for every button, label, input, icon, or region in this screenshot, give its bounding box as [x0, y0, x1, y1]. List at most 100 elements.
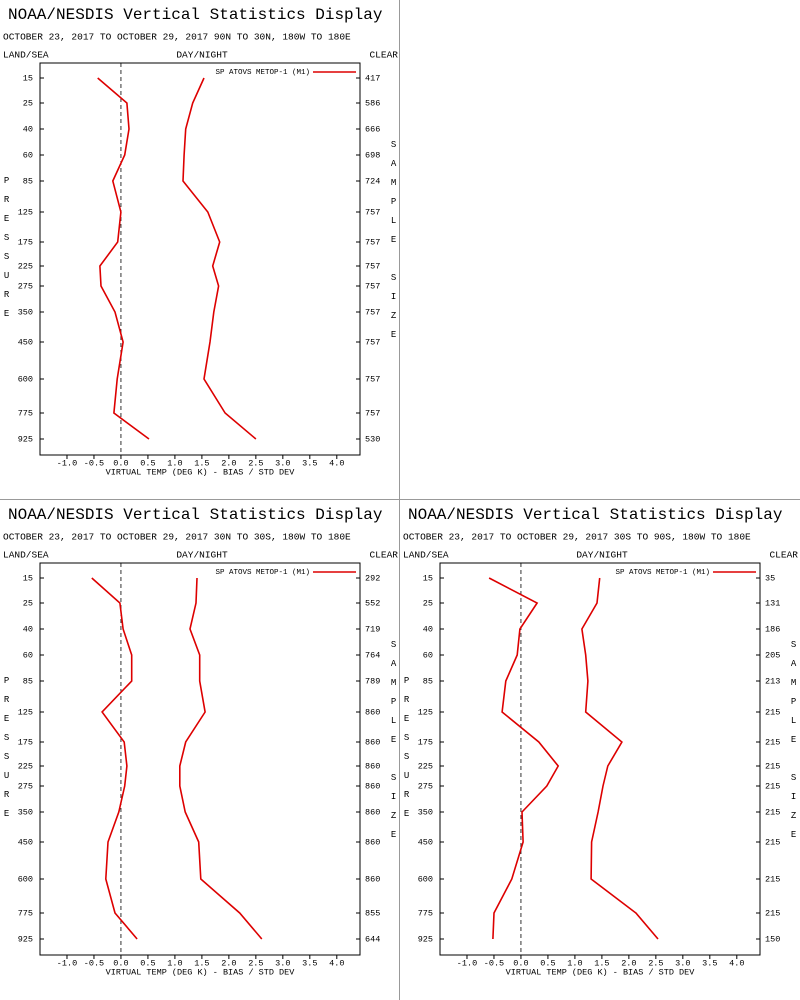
day-night-label: DAY/NIGHT: [176, 550, 228, 561]
bias-line: [91, 577, 138, 940]
x-tick-label: 4.0: [329, 958, 344, 968]
y-tick-label: 85: [23, 676, 33, 686]
x-tick-label: 0.0: [113, 458, 128, 468]
y2-axis-title: SAMPLE SIZE: [389, 140, 399, 349]
y-tick-label: 275: [418, 781, 433, 791]
land-sea-label: LAND/SEA: [3, 50, 49, 61]
x-tick-label: 3.0: [675, 958, 690, 968]
x-tick-label: 3.0: [275, 958, 290, 968]
y-tick-label: 175: [18, 237, 33, 247]
x-tick-label: -1.0: [457, 958, 477, 968]
x-tick-label: 0.0: [513, 958, 528, 968]
sample-size-label: 215: [765, 781, 780, 791]
sample-size-label: 552: [365, 598, 380, 608]
sample-size-label: 860: [365, 707, 380, 717]
std-dev-line: [179, 577, 263, 940]
y-tick-label: 60: [23, 150, 33, 160]
y-tick-label: 225: [18, 761, 33, 771]
y-axis-title: PRESSURE: [402, 676, 412, 828]
plot-frame: [39, 62, 361, 456]
x-tick-label: -0.5: [84, 458, 104, 468]
y-axis-title: PRESSURE: [2, 176, 12, 328]
sample-size-label: 855: [365, 908, 380, 918]
y-tick-label: 350: [18, 307, 33, 317]
x-tick-label: 0.0: [113, 958, 128, 968]
y-tick-label: 25: [423, 598, 433, 608]
sample-size-label: 292: [365, 573, 380, 583]
sample-size-label: 35: [765, 573, 775, 583]
legend-label: SP ATOVS METOP-1 (M1): [215, 69, 310, 77]
y-tick-label: 125: [18, 207, 33, 217]
sample-size-label: 757: [365, 408, 380, 418]
sample-size-label: 764: [365, 650, 380, 660]
x-tick-label: 1.5: [594, 958, 609, 968]
y-tick-label: 60: [423, 650, 433, 660]
y-tick-label: 60: [23, 650, 33, 660]
sample-size-label: 698: [365, 150, 380, 160]
y-tick-label: 40: [23, 124, 33, 134]
y-tick-label: 125: [418, 707, 433, 717]
y-tick-label: 450: [418, 837, 433, 847]
x-tick-label: 4.0: [329, 458, 344, 468]
clear-label: CLEAR: [369, 50, 398, 61]
sample-size-label: 666: [365, 124, 380, 134]
day-night-label: DAY/NIGHT: [576, 550, 628, 561]
x-tick-label: 1.0: [167, 458, 182, 468]
panel-subtitle: OCTOBER 23, 2017 TO OCTOBER 29, 2017 30S…: [403, 532, 751, 543]
bias-line: [97, 77, 150, 440]
y-tick-label: 600: [18, 374, 33, 384]
x-tick-label: 3.5: [302, 458, 317, 468]
y-tick-label: 925: [18, 434, 33, 444]
x-tick-label: 1.5: [194, 458, 209, 468]
y-tick-label: 15: [23, 73, 33, 83]
y-tick-label: 350: [18, 807, 33, 817]
sample-size-label: 724: [365, 176, 380, 186]
y-tick-label: 450: [18, 337, 33, 347]
sample-size-label: 205: [765, 650, 780, 660]
y-tick-label: 125: [18, 707, 33, 717]
sample-size-label: 860: [365, 781, 380, 791]
y-tick-label: 775: [18, 408, 33, 418]
y-tick-label: 225: [18, 261, 33, 271]
x-tick-label: 2.0: [221, 958, 236, 968]
y-tick-label: 175: [18, 737, 33, 747]
sample-size-label: 215: [765, 737, 780, 747]
x-tick-label: 1.0: [567, 958, 582, 968]
sample-size-label: 757: [365, 374, 380, 384]
y-tick-label: 775: [418, 908, 433, 918]
y-tick-label: 275: [18, 281, 33, 291]
panel: NOAA/NESDIS Vertical Statistics Display O…: [402, 506, 799, 977]
x-tick-label: 1.5: [194, 958, 209, 968]
y-tick-label: 600: [18, 874, 33, 884]
sample-size-label: 757: [365, 207, 380, 217]
x-tick-label: 4.0: [729, 958, 744, 968]
sample-size-label: 789: [365, 676, 380, 686]
sample-size-label: 213: [765, 676, 780, 686]
y-tick-label: 350: [418, 807, 433, 817]
panel-title: NOAA/NESDIS Vertical Statistics Display: [8, 506, 383, 524]
panel: NOAA/NESDIS Vertical Statistics Display O…: [2, 506, 399, 977]
std-dev-line: [182, 77, 257, 440]
panel-subtitle: OCTOBER 23, 2017 TO OCTOBER 29, 2017 90N…: [3, 32, 351, 43]
x-tick-label: 2.5: [248, 458, 263, 468]
sample-size-label: 417: [365, 73, 380, 83]
plot-frame: [39, 562, 361, 956]
sample-size-label: 530: [365, 434, 380, 444]
y-tick-label: 225: [418, 761, 433, 771]
y2-axis-title: SAMPLE SIZE: [389, 640, 399, 849]
x-tick-label: 0.5: [140, 458, 155, 468]
sample-size-label: 215: [765, 807, 780, 817]
y-tick-label: 450: [18, 837, 33, 847]
y-tick-label: 925: [18, 934, 33, 944]
y-tick-label: 85: [23, 176, 33, 186]
y-tick-label: 600: [418, 874, 433, 884]
y-tick-label: 25: [23, 98, 33, 108]
clear-label: CLEAR: [769, 550, 798, 561]
x-tick-label: 2.0: [221, 458, 236, 468]
panel: NOAA/NESDIS Vertical Statistics Display O…: [2, 6, 399, 477]
x-axis-title: VIRTUAL TEMP (DEG K) - BIAS / STD DEV: [106, 467, 296, 477]
x-tick-label: -0.5: [484, 958, 504, 968]
sample-size-label: 860: [365, 837, 380, 847]
sample-size-label: 186: [765, 624, 780, 634]
